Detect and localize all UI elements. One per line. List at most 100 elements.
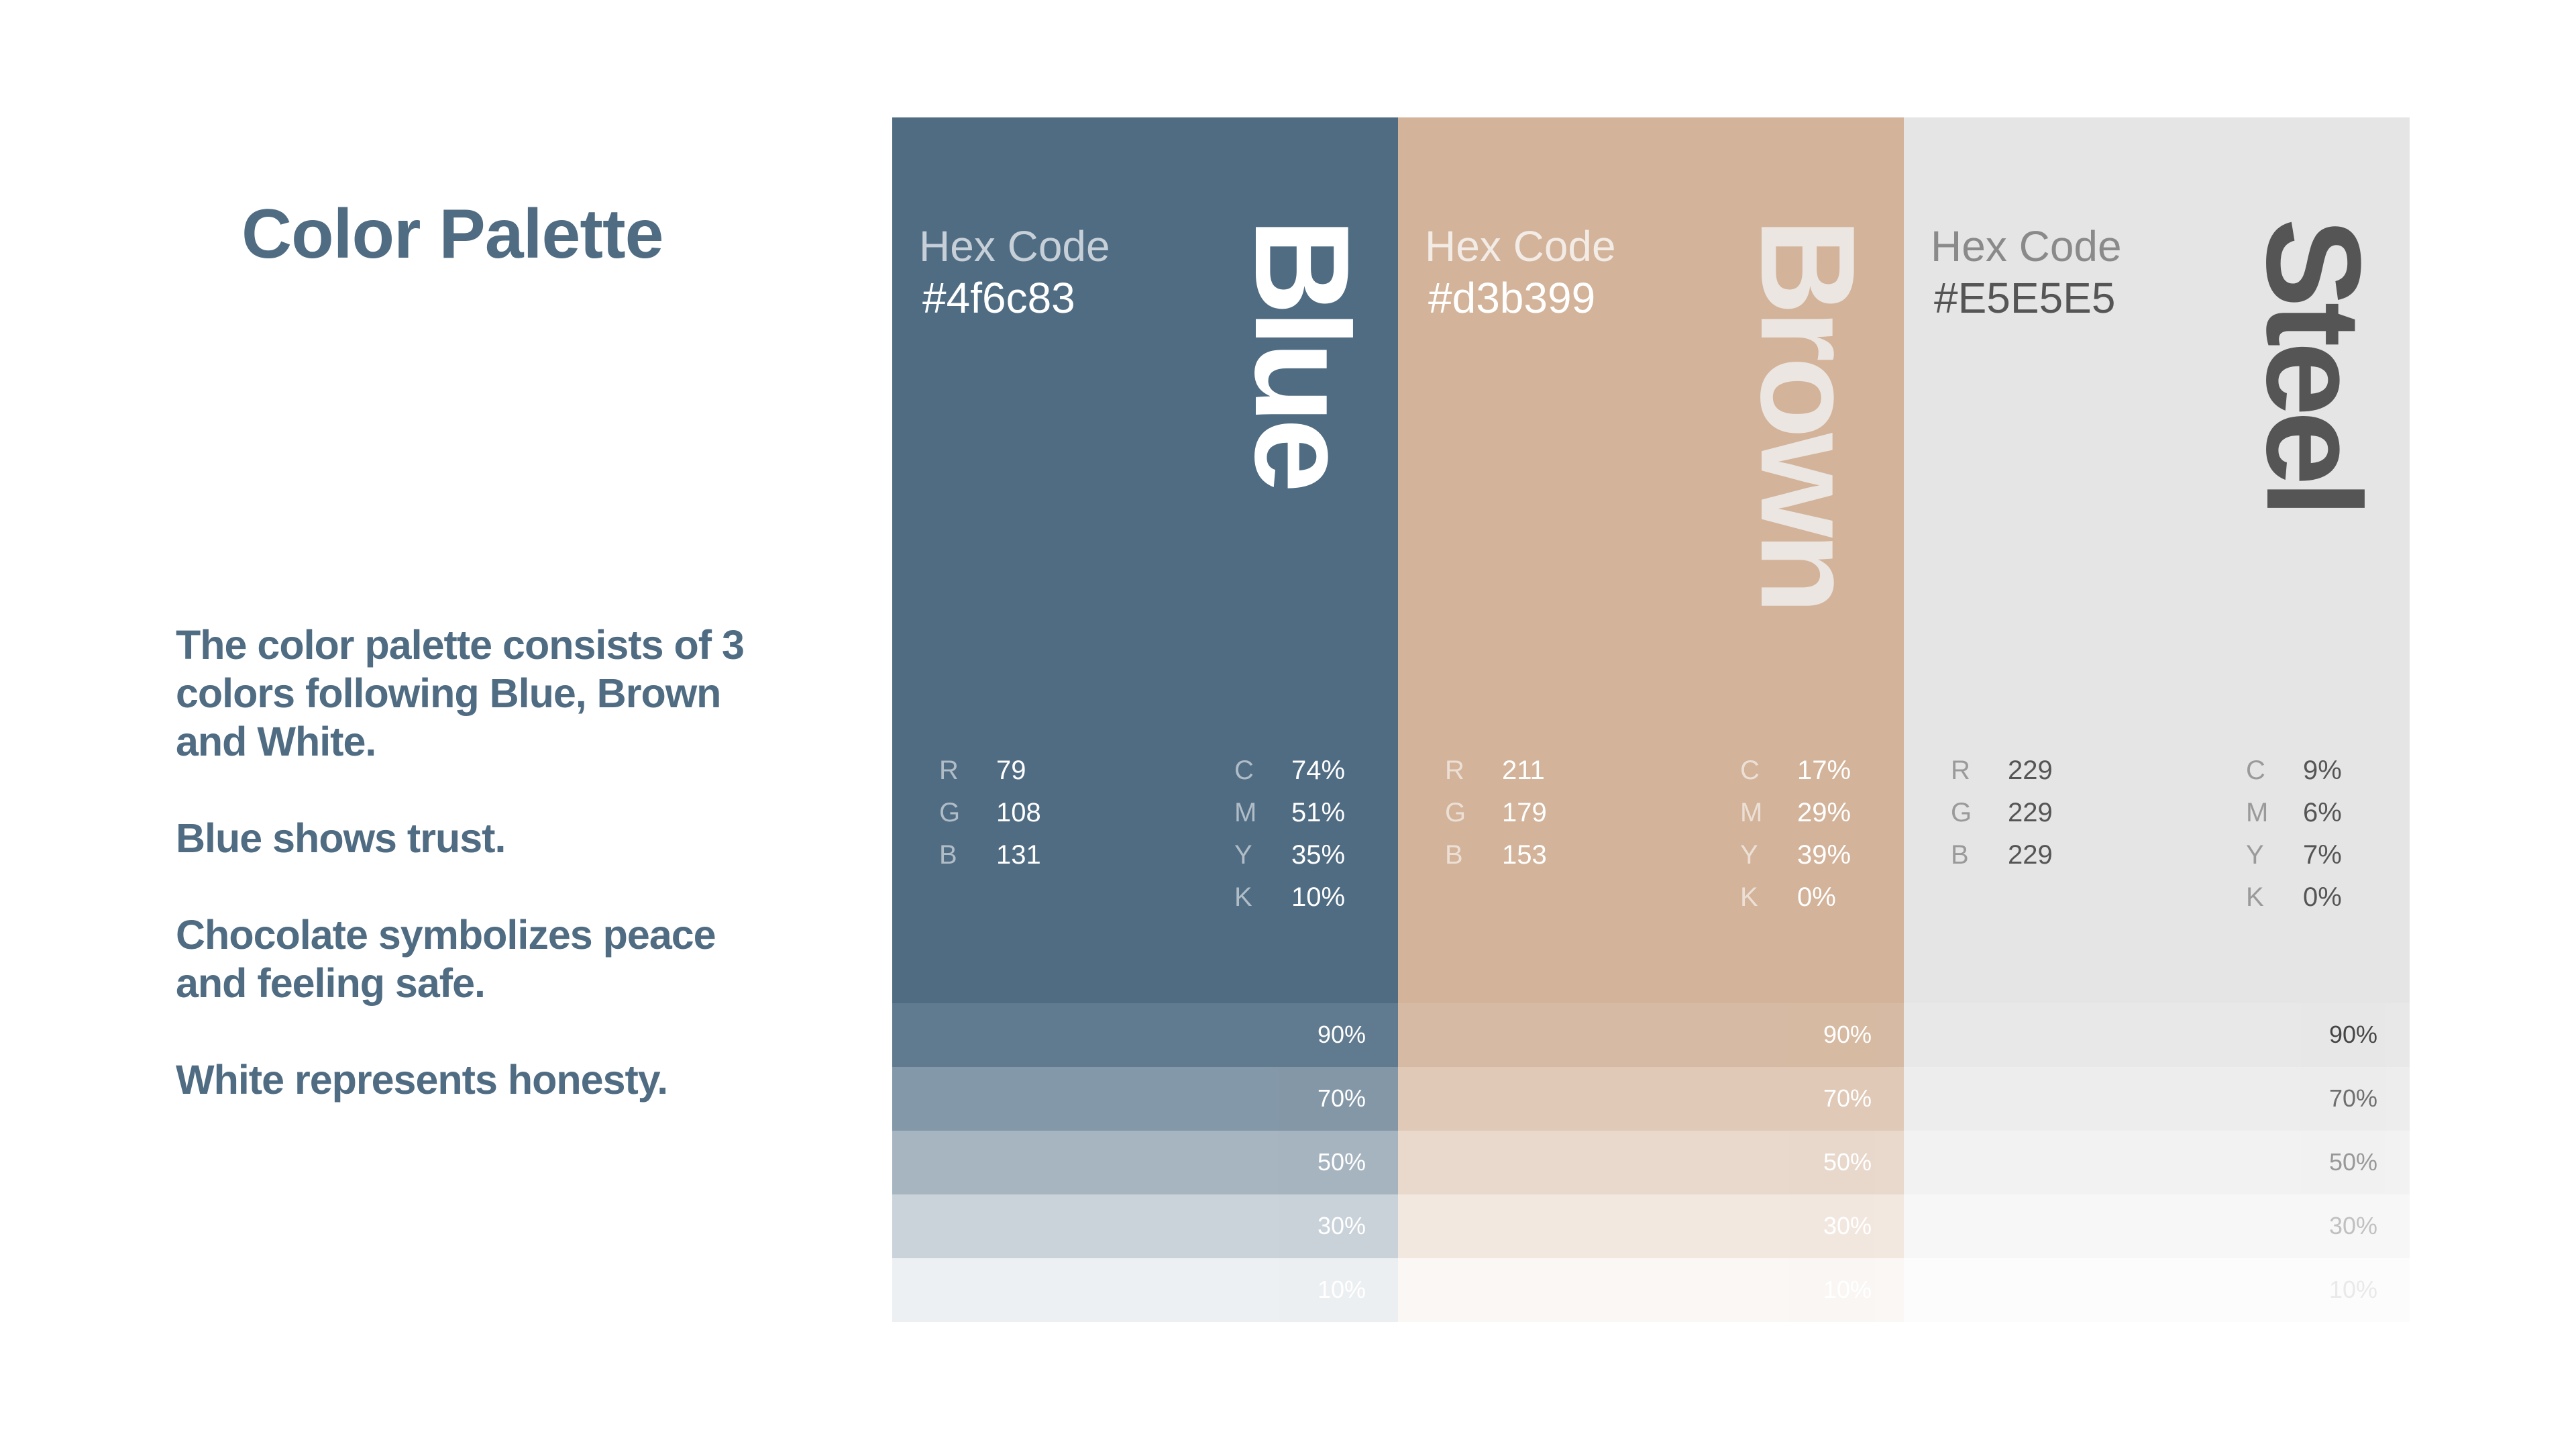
cmyk-values-row: K 10% bbox=[1234, 876, 1345, 919]
channel-value: 10% bbox=[1291, 882, 1346, 912]
channel-key: M bbox=[1740, 798, 1763, 827]
cmyk-values-row: Y 39% bbox=[1740, 834, 1851, 876]
channel-key: C bbox=[1234, 756, 1254, 785]
channel-key: K bbox=[1234, 882, 1252, 912]
color-column-blue: Hex Code #4f6c83 Blue R 79 G 108 B 131 C 74% M 51% Y 3… bbox=[892, 117, 1398, 1322]
rgb-values: R 229 G 229 B 229 bbox=[1951, 750, 2053, 876]
page-title: Color Palette bbox=[241, 195, 663, 273]
color-column-steel: Hex Code #E5E5E5 Steel R 229 G 229 B 229 C 9% M 6% Y 7… bbox=[1904, 117, 2410, 1322]
cmyk-values-row: K 0% bbox=[2246, 876, 2342, 919]
hex-code-value: #d3b399 bbox=[1428, 274, 1596, 322]
cmyk-values: C 74% M 51% Y 35% K 10% bbox=[1234, 750, 1345, 919]
tint-swatch: 90% bbox=[892, 1003, 1398, 1067]
tint-swatch: 50% bbox=[1398, 1131, 1904, 1194]
tint-swatch: 30% bbox=[892, 1194, 1398, 1258]
tint-label: 10% bbox=[2328, 1276, 2377, 1303]
channel-value: 211 bbox=[1502, 756, 1545, 785]
cmyk-values-row: M 6% bbox=[2246, 792, 2342, 834]
palette-description: The color palette consists of 3 colors f… bbox=[176, 621, 780, 1152]
channel-value: 74% bbox=[1291, 756, 1346, 785]
hex-code-label: Hex Code bbox=[1425, 222, 1616, 270]
tint-swatch: 10% bbox=[892, 1258, 1398, 1322]
channel-value: 229 bbox=[2008, 756, 2053, 785]
channel-key: B bbox=[1951, 840, 1969, 870]
channel-key: G bbox=[1951, 798, 1972, 827]
channel-key: Y bbox=[1234, 840, 1252, 870]
channel-value: 108 bbox=[996, 798, 1041, 827]
rgb-values-row: R 229 bbox=[1951, 750, 2053, 792]
channel-key: M bbox=[2246, 798, 2269, 827]
channel-value: 17% bbox=[1797, 756, 1851, 785]
description-paragraph: The color palette consists of 3 colors f… bbox=[176, 622, 745, 764]
rgb-values-row: G 179 bbox=[1445, 792, 1547, 834]
color-swatch: Hex Code #4f6c83 Blue R 79 G 108 B 131 C 74% M 51% Y 3… bbox=[892, 117, 1398, 1003]
tint-label: 50% bbox=[1317, 1148, 1366, 1176]
rgb-values: R 211 G 179 B 153 bbox=[1445, 750, 1547, 876]
channel-value: 79 bbox=[996, 756, 1026, 785]
hex-code-value: #4f6c83 bbox=[922, 274, 1075, 322]
channel-key: R bbox=[1445, 756, 1464, 785]
tint-label: 90% bbox=[1823, 1021, 1872, 1048]
color-name: Brown bbox=[1733, 218, 1882, 609]
tint-swatch: 30% bbox=[1904, 1194, 2410, 1258]
tint-label: 70% bbox=[2328, 1084, 2377, 1112]
channel-key: C bbox=[1740, 756, 1760, 785]
channel-value: 29% bbox=[1797, 798, 1851, 827]
tint-label: 90% bbox=[2328, 1021, 2377, 1048]
tint-swatch: 50% bbox=[1904, 1131, 2410, 1194]
rgb-values-row: R 211 bbox=[1445, 750, 1547, 792]
tint-swatch: 10% bbox=[1398, 1258, 1904, 1322]
tint-label: 10% bbox=[1317, 1276, 1366, 1303]
channel-value: 131 bbox=[996, 840, 1041, 870]
channel-value: 229 bbox=[2008, 840, 2053, 870]
color-palette-grid: Hex Code #4f6c83 Blue R 79 G 108 B 131 C 74% M 51% Y 3… bbox=[892, 117, 2410, 1322]
tint-label: 30% bbox=[2328, 1212, 2377, 1239]
cmyk-values-row: K 0% bbox=[1740, 876, 1851, 919]
channel-key: G bbox=[1445, 798, 1466, 827]
hex-code-label: Hex Code bbox=[919, 222, 1110, 270]
channel-value: 153 bbox=[1502, 840, 1547, 870]
channel-key: B bbox=[939, 840, 957, 870]
channel-value: 51% bbox=[1291, 798, 1346, 827]
tint-swatch: 50% bbox=[892, 1131, 1398, 1194]
tint-label: 30% bbox=[1823, 1212, 1872, 1239]
channel-key: M bbox=[1234, 798, 1257, 827]
channel-value: 39% bbox=[1797, 840, 1851, 870]
tint-label: 70% bbox=[1823, 1084, 1872, 1112]
channel-key: R bbox=[1951, 756, 1970, 785]
tint-label: 50% bbox=[1823, 1148, 1872, 1176]
rgb-values-row: G 229 bbox=[1951, 792, 2053, 834]
cmyk-values-row: M 29% bbox=[1740, 792, 1851, 834]
cmyk-values-row: C 17% bbox=[1740, 750, 1851, 792]
color-swatch: Hex Code #E5E5E5 Steel R 229 G 229 B 229 C 9% M 6% Y 7… bbox=[1904, 117, 2410, 1003]
tint-label: 30% bbox=[1317, 1212, 1366, 1239]
channel-key: B bbox=[1445, 840, 1463, 870]
cmyk-values-row: Y 7% bbox=[2246, 834, 2342, 876]
color-name: Blue bbox=[1227, 218, 1377, 488]
description-paragraph: Blue shows trust. bbox=[176, 815, 506, 861]
color-column-brown: Hex Code #d3b399 Brown R 211 G 179 B 153 C 17% M 29%… bbox=[1398, 117, 1904, 1322]
description-paragraph: White represents honesty. bbox=[176, 1057, 668, 1103]
cmyk-values-row: Y 35% bbox=[1234, 834, 1345, 876]
cmyk-values: C 9% M 6% Y 7% K 0% bbox=[2246, 750, 2342, 919]
cmyk-values-row: C 9% bbox=[2246, 750, 2342, 792]
channel-key: R bbox=[939, 756, 959, 785]
channel-key: C bbox=[2246, 756, 2265, 785]
tint-label: 10% bbox=[1823, 1276, 1872, 1303]
tint-label: 90% bbox=[1317, 1021, 1366, 1048]
channel-key: K bbox=[2246, 882, 2264, 912]
channel-key: G bbox=[939, 798, 961, 827]
rgb-values-row: B 131 bbox=[939, 834, 1041, 876]
channel-key: K bbox=[1740, 882, 1758, 912]
color-name: Steel bbox=[2239, 218, 2388, 513]
tint-label: 70% bbox=[1317, 1084, 1366, 1112]
channel-value: 9% bbox=[2303, 756, 2342, 785]
tint-swatch: 10% bbox=[1904, 1258, 2410, 1322]
cmyk-values-row: M 51% bbox=[1234, 792, 1345, 834]
cmyk-values: C 17% M 29% Y 39% K 0% bbox=[1740, 750, 1851, 919]
hex-code-value: #E5E5E5 bbox=[1934, 274, 2116, 322]
tint-swatch: 30% bbox=[1398, 1194, 1904, 1258]
channel-value: 0% bbox=[1797, 882, 1836, 912]
channel-value: 229 bbox=[2008, 798, 2053, 827]
channel-key: Y bbox=[2246, 840, 2264, 870]
